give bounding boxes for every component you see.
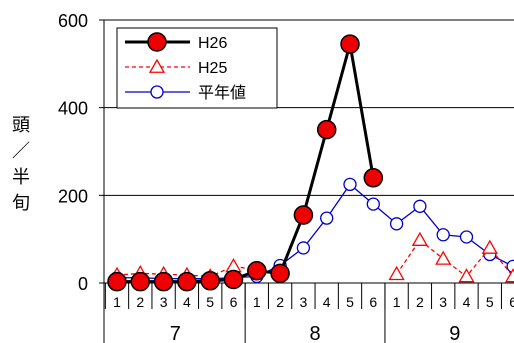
series-H26: [107, 34, 384, 292]
data-point: [130, 271, 151, 292]
y-tick-label: 200: [58, 186, 88, 206]
x-tick-label: 6: [230, 294, 238, 310]
data-point: [223, 269, 244, 290]
x-tick-label: 5: [486, 294, 494, 310]
data-point: [150, 85, 164, 99]
data-point: [458, 268, 475, 283]
data-point: [316, 119, 337, 140]
y-axis-label-char: 頭: [12, 115, 30, 135]
x-tick-label: 3: [160, 294, 168, 310]
data-point: [366, 197, 380, 211]
month-label: 9: [449, 323, 460, 343]
data-point: [388, 265, 405, 281]
x-tick-label: 4: [323, 294, 331, 310]
x-category-labels: 1 2 3 4 5 6 1 2 3 4 5 6 1 2 3 4 5 67 8 9: [113, 294, 514, 343]
data-point: [177, 271, 197, 292]
x-tick-label: 3: [300, 294, 308, 310]
data-point: [147, 32, 167, 52]
y-tick-label: 600: [58, 11, 88, 31]
y-axis-label-char: 旬: [12, 193, 30, 213]
data-point: [340, 34, 360, 54]
month-label: 7: [170, 323, 181, 343]
data-point: [363, 168, 384, 188]
series-平年値: [110, 177, 514, 286]
data-point: [153, 271, 174, 292]
x-tick-label: 4: [183, 294, 191, 310]
data-point: [148, 58, 166, 73]
data-point: [435, 250, 452, 265]
x-tick-label: 2: [136, 294, 144, 310]
data-point: [107, 271, 127, 292]
x-tick-label: 1: [393, 294, 401, 310]
data-point: [504, 268, 514, 283]
data-point: [436, 228, 450, 242]
legend-label: H25: [198, 60, 227, 77]
legend: H26 H25 平年値: [116, 27, 278, 109]
x-tick-label: 5: [346, 294, 354, 310]
x-tick-label: 3: [439, 294, 447, 310]
data-point: [200, 271, 220, 291]
data-point: [389, 217, 404, 231]
x-tick-label: 1: [253, 294, 261, 310]
x-tick-label: 6: [369, 294, 377, 310]
series-H25: [108, 231, 514, 283]
data-point: [320, 211, 334, 225]
data-point: [343, 177, 357, 192]
data-point: [411, 231, 429, 246]
data-point: [293, 205, 314, 225]
y-tick-label: 0: [78, 274, 88, 294]
plot-series: [107, 34, 514, 292]
legend-box: [116, 27, 278, 109]
y-axis-label-char: ／: [12, 141, 30, 161]
x-tick-label: 1: [113, 294, 121, 310]
data-point: [413, 199, 427, 213]
data-point: [247, 260, 267, 281]
legend-label: 平年値: [198, 84, 246, 102]
y-axis-label-char: 半: [12, 167, 30, 187]
x-tick-label: 2: [416, 294, 424, 310]
data-point: [270, 263, 290, 284]
y-tick-label: 400: [58, 99, 88, 119]
data-point: [296, 241, 311, 255]
series-line: [117, 183, 514, 280]
y-tick-labels: 0 200 400 600: [58, 11, 88, 294]
data-point: [481, 239, 498, 254]
x-tick-label: 2: [276, 294, 284, 310]
x-tick-label: 6: [509, 294, 514, 310]
month-label: 8: [309, 323, 320, 343]
data-point: [459, 230, 474, 244]
x-tick-label: 5: [206, 294, 214, 310]
legend-label: H26: [198, 35, 227, 52]
axes: [103, 20, 502, 343]
x-tick-label: 4: [463, 294, 471, 310]
